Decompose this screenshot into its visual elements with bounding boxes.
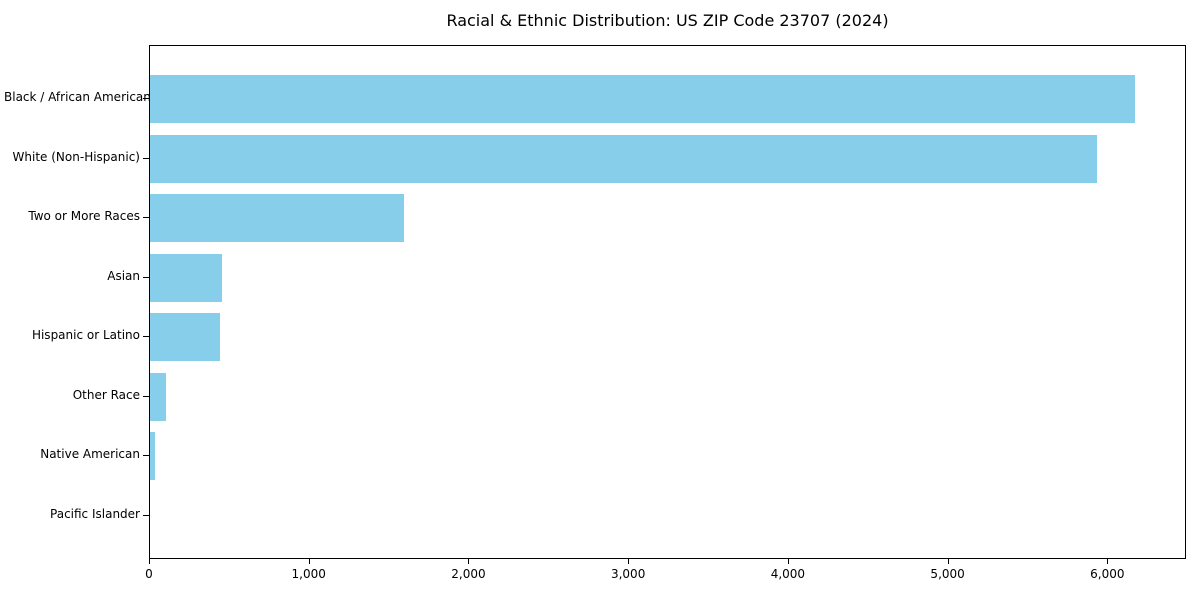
y-tick-label: Other Race xyxy=(72,387,140,402)
x-tick-mark xyxy=(947,559,949,564)
bar xyxy=(150,253,222,302)
x-tick-mark xyxy=(628,559,630,564)
y-tick-label: Native American xyxy=(40,447,140,461)
bar xyxy=(150,134,1098,183)
bar xyxy=(150,313,220,361)
y-tick-label: Two or More Races xyxy=(28,209,140,223)
y-tick-label: Asian xyxy=(107,268,140,283)
plot-area xyxy=(149,45,1186,559)
x-tick-label: 2,000 xyxy=(451,567,486,581)
bar xyxy=(150,432,155,480)
bar xyxy=(150,194,404,242)
x-tick-label: 4,000 xyxy=(770,567,806,581)
y-tick-mark xyxy=(143,395,149,397)
y-tick-label: Black / African American xyxy=(4,90,151,104)
x-tick-label: 0 xyxy=(145,567,153,581)
x-tick-mark xyxy=(787,559,789,564)
x-tick-mark xyxy=(149,559,150,564)
bar xyxy=(150,372,166,421)
y-tick-mark xyxy=(143,98,149,99)
x-tick-mark xyxy=(468,559,470,564)
y-tick-mark xyxy=(143,276,149,278)
y-tick-label: White (Non-Hispanic) xyxy=(12,149,140,164)
x-tick-label: 5,000 xyxy=(930,567,965,581)
y-tick-mark xyxy=(143,455,149,456)
y-tick-mark xyxy=(143,157,149,159)
x-tick-label: 6,000 xyxy=(1090,567,1125,581)
y-tick-mark xyxy=(143,336,149,337)
chart-title: Racial & Ethnic Distribution: US ZIP Cod… xyxy=(446,11,889,30)
y-tick-label: Hispanic or Latino xyxy=(31,328,140,342)
y-tick-label: Pacific Islander xyxy=(50,506,140,521)
x-tick-label: 1,000 xyxy=(291,567,326,581)
y-tick-mark xyxy=(143,514,149,516)
bar xyxy=(150,75,1136,123)
x-tick-label: 3,000 xyxy=(610,567,646,581)
x-tick-mark xyxy=(308,559,310,564)
y-tick-mark xyxy=(143,217,149,218)
x-tick-mark xyxy=(1107,559,1109,564)
